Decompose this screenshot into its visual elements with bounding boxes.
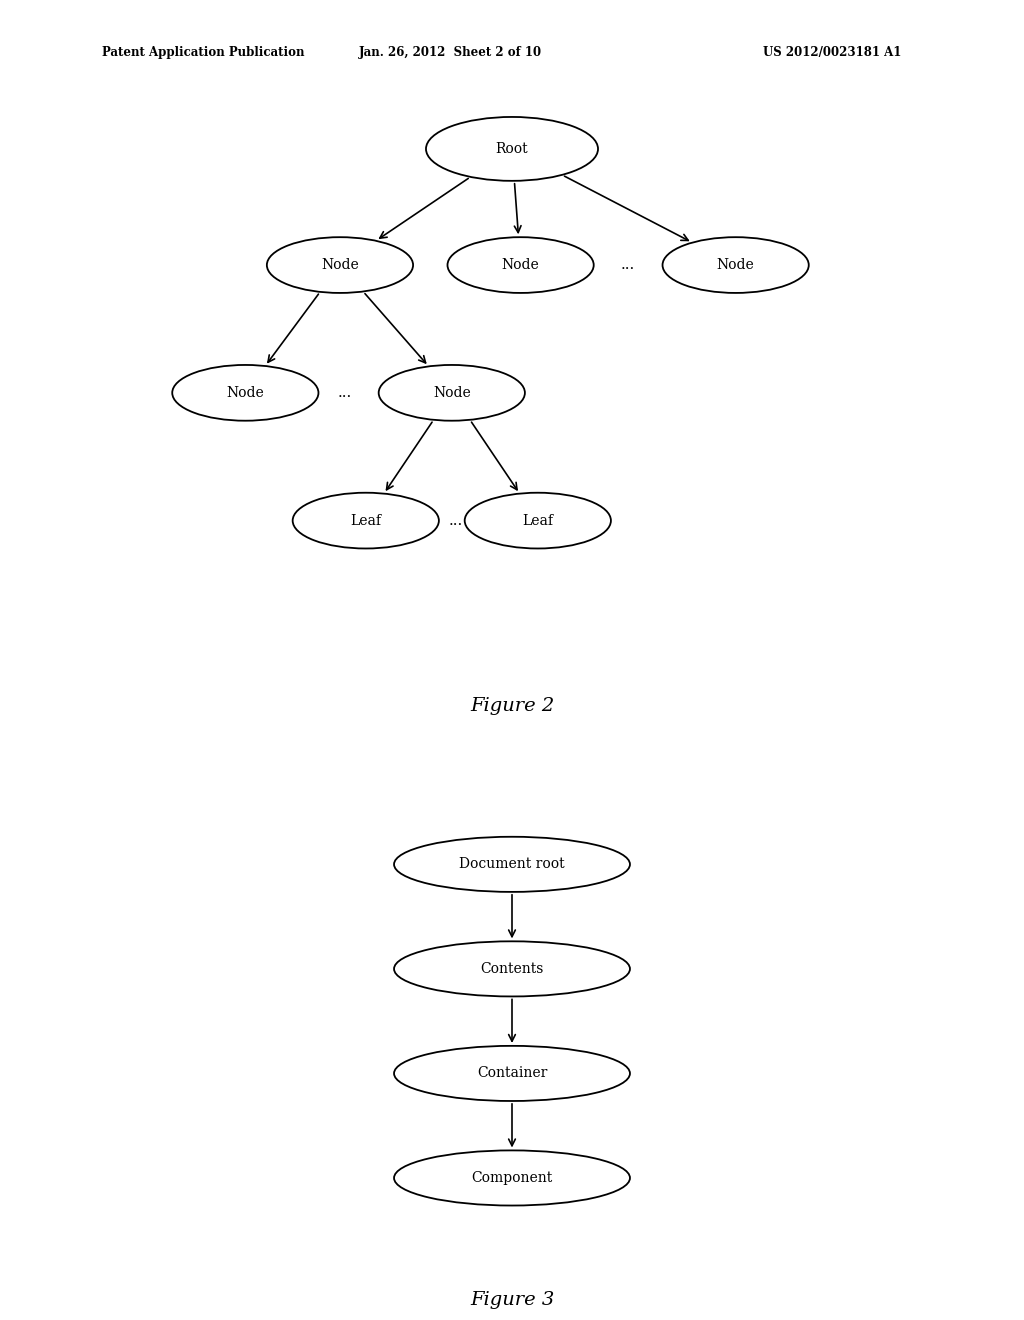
Text: Node: Node xyxy=(322,257,358,272)
Ellipse shape xyxy=(447,238,594,293)
Ellipse shape xyxy=(293,492,439,549)
Ellipse shape xyxy=(394,1045,630,1101)
Ellipse shape xyxy=(267,238,413,293)
Text: ...: ... xyxy=(621,257,635,272)
Ellipse shape xyxy=(465,492,611,549)
Text: Component: Component xyxy=(471,1171,553,1185)
Text: Leaf: Leaf xyxy=(350,513,381,528)
Ellipse shape xyxy=(394,837,630,892)
Text: Node: Node xyxy=(226,385,264,400)
Ellipse shape xyxy=(394,941,630,997)
Text: ...: ... xyxy=(449,513,463,528)
Text: Container: Container xyxy=(477,1067,547,1081)
Text: Contents: Contents xyxy=(480,962,544,975)
Text: Figure 2: Figure 2 xyxy=(470,697,554,715)
Ellipse shape xyxy=(379,364,525,421)
Text: Node: Node xyxy=(433,385,471,400)
Text: Jan. 26, 2012  Sheet 2 of 10: Jan. 26, 2012 Sheet 2 of 10 xyxy=(359,46,542,59)
Text: Node: Node xyxy=(502,257,540,272)
Text: Patent Application Publication: Patent Application Publication xyxy=(102,46,305,59)
Text: Node: Node xyxy=(717,257,755,272)
Text: Leaf: Leaf xyxy=(522,513,553,528)
Text: ...: ... xyxy=(337,385,351,400)
Ellipse shape xyxy=(394,1151,630,1205)
Text: Figure 3: Figure 3 xyxy=(470,1291,554,1309)
Ellipse shape xyxy=(426,117,598,181)
Ellipse shape xyxy=(172,364,318,421)
Ellipse shape xyxy=(663,238,809,293)
Text: US 2012/0023181 A1: US 2012/0023181 A1 xyxy=(763,46,901,59)
Text: Document root: Document root xyxy=(459,857,565,871)
Text: Root: Root xyxy=(496,141,528,156)
